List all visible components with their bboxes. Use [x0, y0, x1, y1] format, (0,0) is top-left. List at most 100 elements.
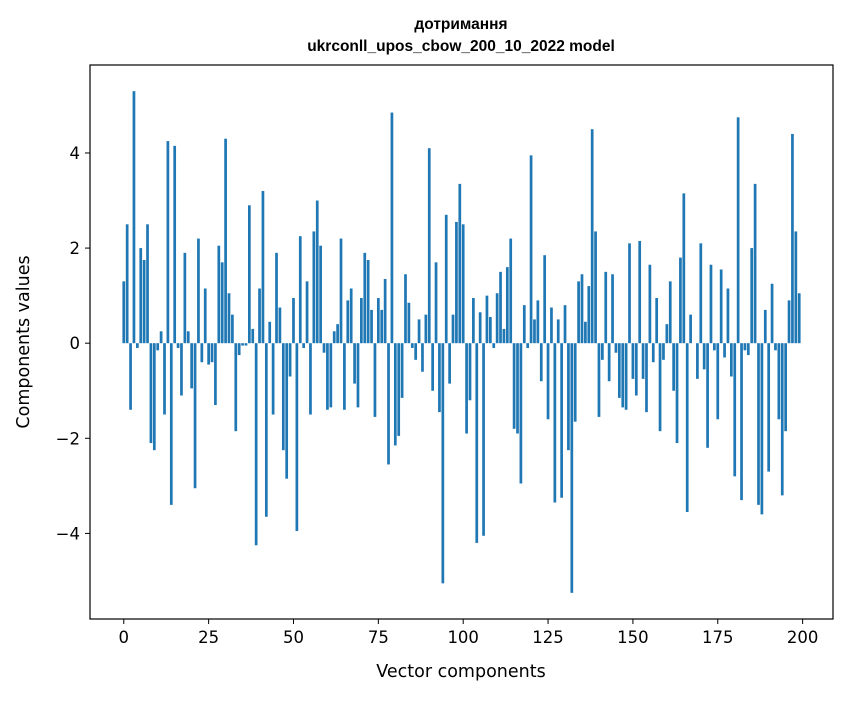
- x-tick-label: 200: [787, 628, 819, 647]
- bar-component-71: [363, 253, 366, 343]
- bar-component-101: [465, 343, 468, 433]
- bar-component-66: [346, 300, 349, 343]
- bar-component-102: [469, 343, 472, 400]
- bar-component-50: [292, 298, 295, 343]
- x-tick-label: 25: [198, 628, 219, 647]
- bar-component-45: [275, 253, 278, 343]
- bar-component-84: [408, 303, 411, 343]
- bar-component-100: [462, 224, 465, 343]
- bar-component-133: [574, 343, 577, 421]
- bar-component-78: [387, 343, 390, 464]
- bar-component-167: [689, 315, 692, 344]
- bar-component-134: [577, 281, 580, 343]
- bar-component-79: [391, 113, 394, 344]
- bar-component-132: [570, 343, 573, 593]
- bar-component-169: [696, 343, 699, 379]
- bar-component-43: [268, 322, 271, 343]
- bar-component-181: [737, 117, 740, 343]
- bar-component-25: [207, 343, 210, 364]
- bar-component-110: [496, 293, 499, 343]
- bar-component-23: [200, 343, 203, 362]
- bar-component-54: [306, 281, 309, 343]
- bar-component-197: [791, 134, 794, 343]
- bar-component-46: [279, 308, 282, 344]
- bar-component-8: [150, 343, 153, 443]
- bar-component-152: [638, 241, 641, 343]
- bar-component-173: [710, 265, 713, 343]
- bar-component-73: [370, 310, 373, 343]
- bar-component-5: [139, 248, 142, 343]
- bar-component-19: [187, 331, 190, 343]
- bar-component-7: [146, 224, 149, 343]
- bar-component-157: [655, 298, 658, 343]
- bar-component-69: [357, 343, 360, 407]
- bar-component-161: [669, 281, 672, 343]
- bar-component-12: [163, 343, 166, 414]
- bar-component-122: [537, 300, 540, 343]
- bar-component-150: [632, 343, 635, 379]
- x-tick-label: 75: [368, 628, 389, 647]
- bar-component-164: [679, 258, 682, 344]
- bar-component-27: [214, 343, 217, 405]
- bar-component-99: [458, 184, 461, 343]
- bar-component-148: [625, 343, 628, 410]
- bar-component-136: [584, 322, 587, 343]
- bar-component-163: [676, 343, 679, 443]
- bar-component-82: [401, 343, 404, 398]
- bar-component-159: [662, 343, 665, 360]
- bar-component-113: [506, 267, 509, 343]
- bar-component-125: [547, 343, 550, 419]
- bar-component-108: [489, 317, 492, 343]
- bar-component-53: [302, 343, 305, 348]
- bar-component-32: [231, 315, 234, 344]
- bar-component-42: [265, 343, 268, 517]
- bar-component-149: [628, 243, 631, 343]
- bar-component-183: [744, 343, 747, 350]
- bar-component-70: [360, 298, 363, 343]
- bar-component-180: [733, 343, 736, 476]
- bar-component-137: [587, 286, 590, 343]
- bar-component-17: [180, 343, 183, 395]
- bar-component-155: [649, 265, 652, 343]
- bar-component-65: [343, 343, 346, 410]
- bar-component-83: [404, 274, 407, 343]
- bar-component-126: [550, 308, 553, 344]
- bar-component-119: [526, 343, 529, 348]
- bar-component-191: [771, 284, 774, 343]
- y-tick-label: 0: [70, 334, 81, 353]
- bar-component-187: [757, 343, 760, 505]
- bar-component-199: [798, 293, 801, 343]
- bar-component-143: [608, 343, 611, 381]
- bar-component-49: [289, 343, 292, 376]
- x-tick-label: 125: [532, 628, 564, 647]
- bar-component-24: [204, 289, 207, 344]
- bar-component-195: [784, 343, 787, 431]
- bar-component-121: [533, 319, 536, 343]
- chart-subtitle: ukrconll_upos_cbow_200_10_2022 model: [307, 38, 615, 55]
- bar-component-61: [329, 343, 332, 407]
- bar-component-72: [367, 260, 370, 343]
- bar-component-139: [594, 231, 597, 343]
- bar-component-59: [323, 343, 326, 353]
- x-tick-label: 0: [119, 628, 130, 647]
- bar-component-56: [312, 231, 315, 343]
- bar-component-156: [652, 343, 655, 362]
- bar-component-11: [160, 331, 163, 343]
- bar-component-2: [129, 343, 132, 410]
- bar-component-131: [567, 343, 570, 450]
- bar-component-105: [479, 312, 482, 343]
- bar-component-170: [699, 243, 702, 343]
- bar-component-35: [241, 343, 244, 345]
- bar-component-33: [234, 343, 237, 431]
- bar-component-172: [706, 343, 709, 448]
- bar-component-154: [645, 343, 648, 412]
- bar-component-62: [333, 331, 336, 343]
- bar-component-0: [122, 281, 125, 343]
- bar-component-115: [513, 343, 516, 429]
- bar-component-198: [794, 231, 797, 343]
- bar-component-158: [659, 343, 662, 431]
- bar-component-177: [723, 343, 726, 357]
- bar-component-48: [285, 343, 288, 479]
- bar-component-74: [374, 343, 377, 417]
- bar-component-196: [788, 300, 791, 343]
